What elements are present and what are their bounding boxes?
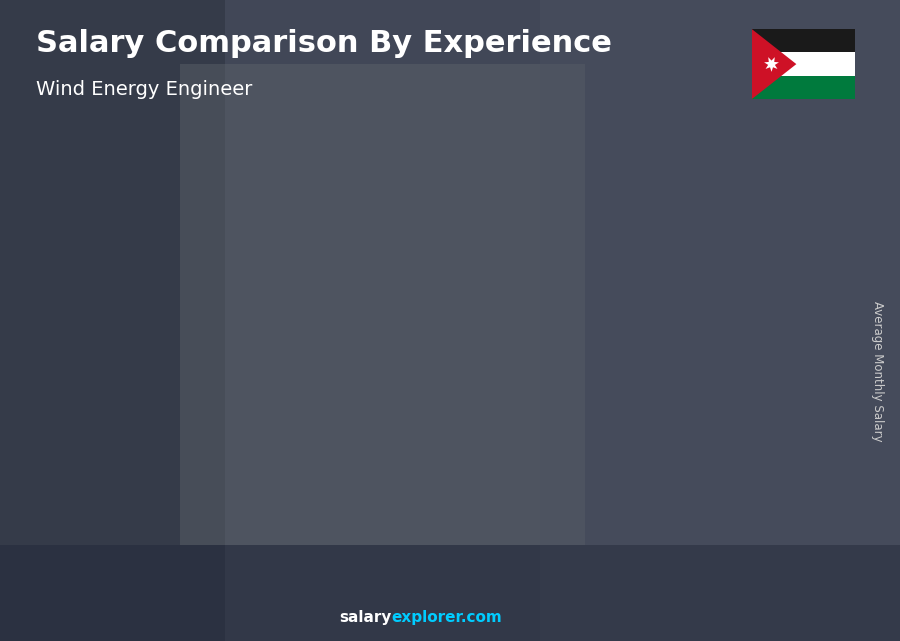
Polygon shape (688, 231, 760, 239)
Polygon shape (213, 403, 218, 570)
Text: 2,250 JOD: 2,250 JOD (682, 518, 744, 531)
Bar (0, 0, 225, 641)
Text: +8%: +8% (623, 193, 673, 212)
Polygon shape (157, 433, 166, 570)
Text: 880 JOD: 880 JOD (104, 415, 158, 428)
Text: +40%: +40% (260, 288, 323, 308)
Polygon shape (570, 263, 574, 570)
Text: +31%: +31% (141, 356, 204, 376)
Polygon shape (688, 239, 750, 570)
Polygon shape (94, 441, 99, 570)
Bar (0, 545, 900, 641)
Polygon shape (213, 403, 274, 570)
Text: Salary Comparison By Experience: Salary Comparison By Experience (36, 29, 612, 58)
Bar (752, 53, 855, 76)
Text: 2,090 JOD: 2,090 JOD (563, 520, 625, 533)
Text: 1,600 JOD: 1,600 JOD (336, 310, 402, 322)
Polygon shape (213, 395, 285, 403)
Bar (752, 76, 855, 99)
Polygon shape (570, 254, 642, 263)
Text: 1,140 JOD: 1,140 JOD (217, 377, 284, 390)
Polygon shape (332, 335, 393, 570)
Polygon shape (752, 29, 796, 99)
Polygon shape (764, 57, 778, 72)
Text: salary: salary (339, 610, 392, 625)
Polygon shape (750, 231, 760, 570)
Text: +9%: +9% (504, 217, 554, 235)
Polygon shape (393, 327, 404, 570)
Text: Average Monthly Salary: Average Monthly Salary (871, 301, 884, 442)
Polygon shape (332, 335, 337, 570)
Bar (180, 64, 585, 545)
Text: 1,600 JOD: 1,600 JOD (326, 529, 388, 542)
Polygon shape (512, 279, 523, 570)
Text: 2,090 JOD: 2,090 JOD (573, 237, 640, 251)
Text: 1,140 JOD: 1,140 JOD (207, 537, 269, 551)
Polygon shape (631, 254, 642, 570)
Text: 1,920 JOD: 1,920 JOD (445, 524, 507, 537)
Text: explorer.com: explorer.com (392, 610, 502, 625)
Text: +20%: +20% (379, 242, 442, 261)
Polygon shape (451, 288, 455, 570)
Text: 2,250 JOD: 2,250 JOD (692, 214, 759, 227)
Polygon shape (94, 441, 157, 570)
Text: Wind Energy Engineer: Wind Energy Engineer (36, 80, 252, 99)
Polygon shape (688, 239, 693, 570)
Text: 1,920 JOD: 1,920 JOD (454, 262, 521, 276)
Bar (752, 29, 855, 53)
Polygon shape (274, 395, 285, 570)
Text: 880 JOD: 880 JOD (94, 542, 145, 555)
Polygon shape (451, 279, 523, 288)
Polygon shape (332, 327, 404, 335)
Polygon shape (570, 263, 631, 570)
Bar (540, 0, 900, 641)
Polygon shape (94, 433, 166, 441)
Polygon shape (451, 288, 512, 570)
